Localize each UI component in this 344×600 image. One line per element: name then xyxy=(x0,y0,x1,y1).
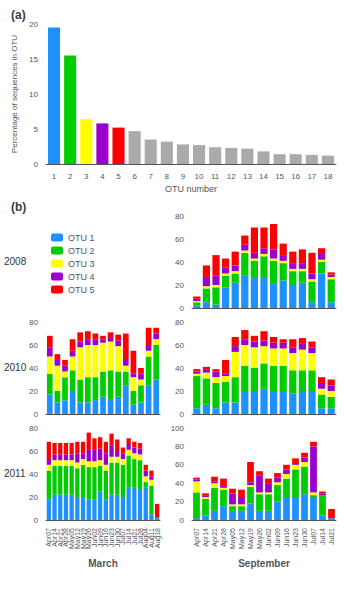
svg-text:(a): (a) xyxy=(11,8,26,22)
svg-text:20: 20 xyxy=(175,387,184,396)
svg-text:3: 3 xyxy=(84,172,89,181)
svg-text:40: 40 xyxy=(29,470,38,479)
svg-text:September: September xyxy=(238,558,290,569)
svg-text:17: 17 xyxy=(307,172,316,181)
svg-text:0: 0 xyxy=(34,410,39,419)
svg-text:Jul07: Jul07 xyxy=(310,528,317,545)
svg-text:OTU 2: OTU 2 xyxy=(68,246,95,256)
svg-text:Apr14: Apr14 xyxy=(51,528,58,547)
svg-text:March: March xyxy=(88,558,117,569)
svg-text:0: 0 xyxy=(34,516,39,525)
svg-text:Apr28: Apr28 xyxy=(220,528,228,547)
svg-text:(b): (b) xyxy=(11,200,26,214)
svg-text:Jul28: Jul28 xyxy=(136,528,144,545)
svg-text:5: 5 xyxy=(34,125,39,134)
svg-text:14: 14 xyxy=(259,172,268,181)
svg-text:OTU 3: OTU 3 xyxy=(68,259,95,269)
svg-text:9: 9 xyxy=(181,172,186,181)
svg-text:Aug04: Aug04 xyxy=(142,528,150,549)
svg-text:Apr07: Apr07 xyxy=(193,528,201,547)
svg-text:4: 4 xyxy=(100,172,105,181)
svg-text:80: 80 xyxy=(175,442,184,451)
svg-text:40: 40 xyxy=(29,364,38,373)
svg-text:Jun23: Jun23 xyxy=(292,528,299,547)
svg-text:Jul21: Jul21 xyxy=(130,528,138,545)
svg-text:15: 15 xyxy=(275,172,284,181)
svg-text:6: 6 xyxy=(132,172,137,181)
svg-text:Apr21: Apr21 xyxy=(56,528,64,547)
svg-text:Jul14: Jul14 xyxy=(319,528,326,545)
svg-text:Jul14: Jul14 xyxy=(125,528,133,545)
svg-text:80: 80 xyxy=(29,318,38,327)
svg-text:11: 11 xyxy=(211,172,220,181)
svg-text:60: 60 xyxy=(29,341,38,350)
svg-text:May26: May26 xyxy=(85,528,93,549)
svg-text:20: 20 xyxy=(175,497,184,506)
svg-text:0: 0 xyxy=(180,410,185,419)
svg-text:40: 40 xyxy=(175,258,184,267)
svg-text:60: 60 xyxy=(175,235,184,244)
svg-text:May19: May19 xyxy=(79,528,87,549)
svg-text:80: 80 xyxy=(29,424,38,433)
svg-text:Jul07: Jul07 xyxy=(119,528,127,545)
svg-text:Aug18: Aug18 xyxy=(154,528,162,548)
svg-text:20: 20 xyxy=(29,20,38,29)
svg-text:20: 20 xyxy=(29,387,38,396)
svg-text:13: 13 xyxy=(243,172,252,181)
svg-text:Jul21: Jul21 xyxy=(328,528,335,545)
svg-text:40: 40 xyxy=(175,479,184,488)
svg-text:Jun30: Jun30 xyxy=(113,528,121,548)
svg-text:Aug11: Aug11 xyxy=(147,528,155,548)
svg-text:Apr07: Apr07 xyxy=(45,528,53,547)
svg-text:80: 80 xyxy=(175,318,184,327)
svg-text:May05: May05 xyxy=(229,528,237,549)
svg-text:Apr14: Apr14 xyxy=(202,528,210,547)
svg-text:Jun09: Jun09 xyxy=(274,528,281,547)
svg-text:1: 1 xyxy=(52,172,57,181)
svg-text:Jun02: Jun02 xyxy=(90,528,98,548)
svg-text:12: 12 xyxy=(227,172,236,181)
svg-text:2010: 2010 xyxy=(4,362,27,373)
svg-text:OTU number: OTU number xyxy=(165,184,217,194)
svg-text:60: 60 xyxy=(29,447,38,456)
svg-text:18: 18 xyxy=(323,172,332,181)
svg-text:20: 20 xyxy=(175,281,184,290)
svg-text:0: 0 xyxy=(180,304,185,313)
svg-text:20: 20 xyxy=(29,493,38,502)
svg-text:Percentage of sequences in OTU: Percentage of sequences in OTU xyxy=(10,35,19,154)
svg-text:80: 80 xyxy=(175,212,184,221)
svg-text:2: 2 xyxy=(68,172,73,181)
svg-text:May19: May19 xyxy=(247,528,255,549)
svg-text:Jun16: Jun16 xyxy=(102,528,110,548)
svg-text:OTU 5: OTU 5 xyxy=(68,285,95,295)
svg-text:8: 8 xyxy=(165,172,170,181)
svg-text:7: 7 xyxy=(148,172,153,181)
svg-text:Jun02: Jun02 xyxy=(265,528,272,547)
svg-text:100: 100 xyxy=(171,424,185,433)
svg-text:2011: 2011 xyxy=(4,468,26,479)
svg-text:May26: May26 xyxy=(256,528,264,549)
svg-text:Apr28: Apr28 xyxy=(62,528,70,547)
svg-text:60: 60 xyxy=(175,460,184,469)
svg-text:OTU 4: OTU 4 xyxy=(68,272,95,282)
svg-text:15: 15 xyxy=(29,55,38,64)
svg-text:Jun09: Jun09 xyxy=(96,528,104,548)
svg-text:May12: May12 xyxy=(73,528,81,549)
svg-text:0: 0 xyxy=(34,160,39,169)
svg-text:2008: 2008 xyxy=(4,256,27,267)
svg-text:Jun23: Jun23 xyxy=(108,528,116,548)
svg-text:0: 0 xyxy=(180,516,185,525)
svg-text:60: 60 xyxy=(175,341,184,350)
svg-text:May05: May05 xyxy=(68,528,76,549)
svg-text:OTU 1: OTU 1 xyxy=(68,233,95,243)
svg-text:16: 16 xyxy=(291,172,300,181)
svg-text:40: 40 xyxy=(175,364,184,373)
svg-text:5: 5 xyxy=(116,172,121,181)
svg-text:May12: May12 xyxy=(238,528,246,549)
svg-text:10: 10 xyxy=(29,90,38,99)
svg-text:Jun16: Jun16 xyxy=(283,528,290,547)
svg-text:Jun30: Jun30 xyxy=(301,528,308,547)
svg-text:Apr21: Apr21 xyxy=(211,528,219,547)
svg-text:10: 10 xyxy=(195,172,204,181)
